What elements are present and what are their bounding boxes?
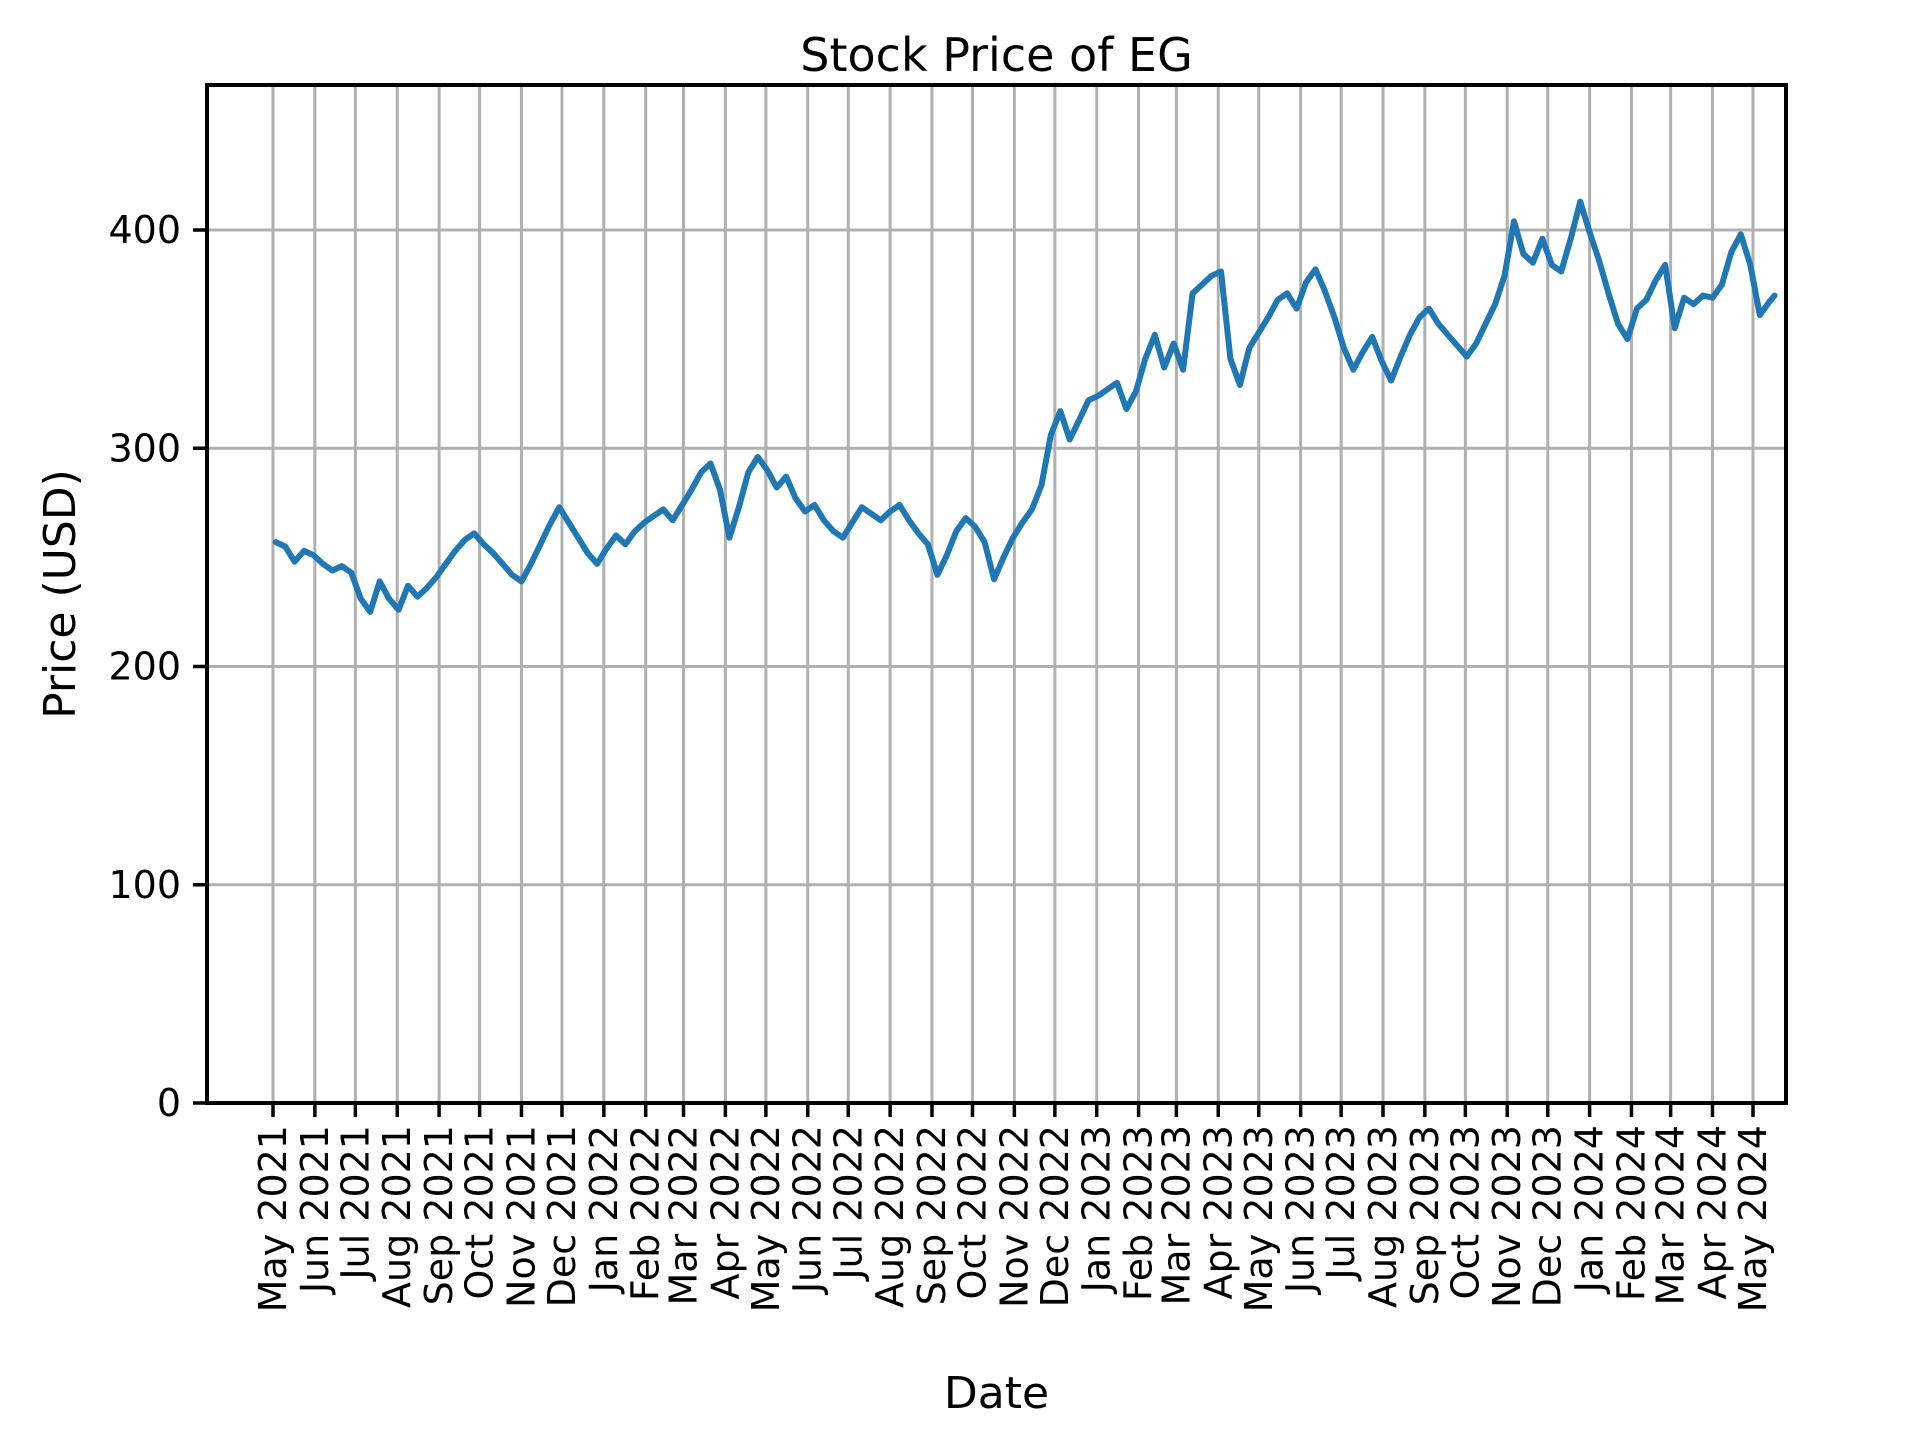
- plot-border: [205, 83, 1788, 1105]
- y-tick-label: 200: [108, 645, 181, 689]
- x-tick-label: Feb 2022: [624, 1125, 668, 1301]
- price-line: [272, 198, 1778, 615]
- x-tick-label: Apr 2023: [1196, 1125, 1240, 1300]
- y-tick-label: 300: [108, 426, 181, 470]
- x-tick-label: Nov 2021: [499, 1125, 543, 1308]
- x-tick-label: Oct 2022: [950, 1125, 994, 1300]
- gridlines: [207, 85, 1786, 1103]
- x-tick-label: Oct 2023: [1443, 1125, 1487, 1300]
- x-axis-label: Date: [943, 1368, 1050, 1419]
- x-tick-label: Oct 2021: [458, 1125, 502, 1300]
- x-tick-label: Nov 2023: [1485, 1125, 1529, 1308]
- x-tick-label: Jun 2023: [1279, 1125, 1323, 1295]
- x-tick-label: Feb 2023: [1117, 1125, 1161, 1301]
- x-tick-label: Mar 2022: [662, 1125, 706, 1305]
- x-tick-label: Jan 2023: [1075, 1125, 1119, 1294]
- plot-spines: [205, 83, 1788, 1105]
- x-tick-label: Feb 2024: [1609, 1125, 1653, 1301]
- x-tick-label: Apr 2024: [1690, 1125, 1734, 1300]
- x-tick-label: Mar 2023: [1154, 1125, 1198, 1305]
- x-tick-label: Jul 2023: [1319, 1125, 1363, 1282]
- x-tick-label: Jan 2022: [582, 1125, 626, 1294]
- y-tick-label: 0: [157, 1081, 181, 1125]
- x-tick-label: Apr 2022: [703, 1125, 747, 1300]
- x-tick-label: Aug 2023: [1361, 1125, 1405, 1308]
- x-tick-label: Jul 2021: [333, 1125, 377, 1282]
- x-tick-label: Mar 2024: [1649, 1125, 1693, 1305]
- chart-title: Stock Price of EG: [800, 28, 1193, 82]
- y-tick-label: 400: [108, 208, 181, 252]
- y-tick-label: 100: [108, 863, 181, 907]
- x-tick-label: May 2021: [251, 1125, 295, 1312]
- price-line-layer: [272, 198, 1778, 615]
- x-tick-label: Sep 2022: [910, 1125, 954, 1305]
- x-tick-label: Jan 2024: [1568, 1125, 1612, 1294]
- x-tick-label: Aug 2021: [375, 1125, 419, 1308]
- x-tick-label: Sep 2023: [1403, 1125, 1447, 1305]
- x-tick-label: Jun 2021: [293, 1125, 337, 1295]
- x-tick-label: Dec 2023: [1526, 1125, 1570, 1307]
- x-tick-label: Jun 2022: [786, 1125, 830, 1295]
- x-tick-label: Sep 2021: [417, 1125, 461, 1305]
- x-tick-label: Dec 2022: [1033, 1125, 1077, 1307]
- x-tick-label: May 2022: [744, 1125, 788, 1312]
- x-tick-label: Dec 2021: [540, 1125, 584, 1307]
- x-tick-label: May 2023: [1237, 1125, 1281, 1312]
- x-tick-label: May 2024: [1731, 1125, 1775, 1312]
- x-tick-label: Aug 2022: [868, 1125, 912, 1308]
- x-tick-label: Jul 2022: [826, 1125, 870, 1282]
- axis-ticks: [193, 228, 1755, 1117]
- x-tick-label: Nov 2022: [992, 1125, 1036, 1308]
